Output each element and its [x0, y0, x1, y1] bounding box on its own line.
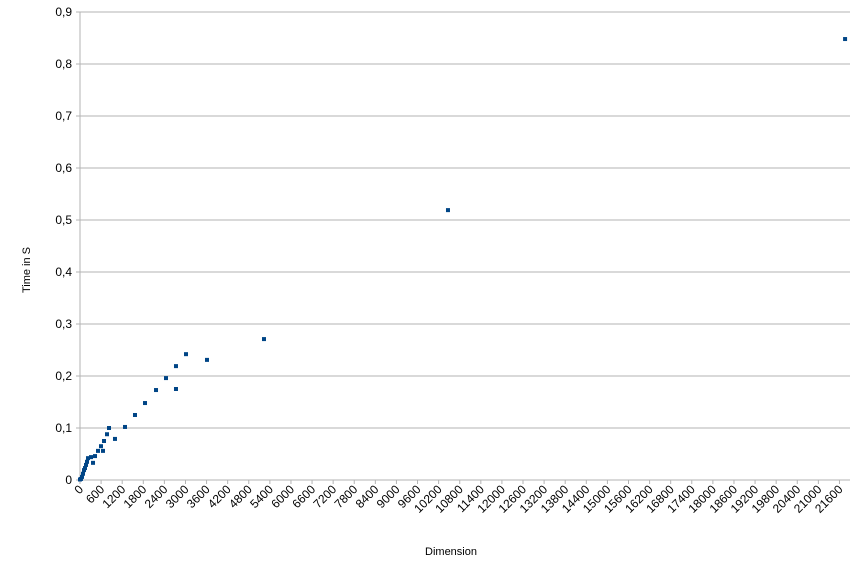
data-point: [132, 413, 137, 417]
data-point: [173, 364, 178, 369]
data-point: [173, 387, 178, 391]
y-tick-label: 0,5: [55, 213, 72, 227]
data-point: [261, 337, 266, 342]
data-point: [112, 436, 117, 441]
data-point: [102, 439, 107, 443]
data-point: [105, 432, 110, 437]
data-point: [86, 456, 91, 461]
data-point: [82, 466, 87, 471]
data-point: [107, 426, 112, 430]
data-point: [82, 468, 87, 473]
data-point: [445, 208, 450, 213]
data-point: [89, 455, 94, 460]
y-tick-label: 0,2: [55, 369, 72, 383]
y-tick-label: 0,9: [55, 5, 72, 19]
data-point: [98, 444, 103, 449]
data-point: [78, 476, 83, 481]
data-point: [100, 448, 105, 453]
y-tick-label: 0,3: [55, 317, 72, 331]
y-tick-label: 0,6: [55, 161, 72, 175]
x-axis-title: Dimension: [425, 546, 477, 558]
data-point: [123, 424, 128, 429]
data-point: [843, 37, 848, 42]
y-tick-label: 0,1: [55, 421, 72, 435]
data-point: [91, 460, 96, 465]
y-tick-label: 0: [65, 473, 72, 487]
data-point: [204, 357, 209, 362]
data-point: [80, 474, 85, 479]
data-point: [184, 352, 189, 357]
y-tick-label: 0,8: [55, 57, 72, 71]
data-point: [84, 462, 89, 467]
data-point: [143, 401, 148, 406]
data-point: [96, 448, 101, 453]
y-tick-label: 0,7: [55, 109, 72, 123]
data-point: [154, 388, 159, 393]
data-point: [93, 454, 98, 459]
data-point: [84, 459, 89, 464]
y-axis-title: Time in S: [21, 247, 33, 293]
data-point: [80, 471, 85, 476]
data-point: [164, 376, 169, 381]
y-tick-label: 0,4: [55, 265, 72, 279]
